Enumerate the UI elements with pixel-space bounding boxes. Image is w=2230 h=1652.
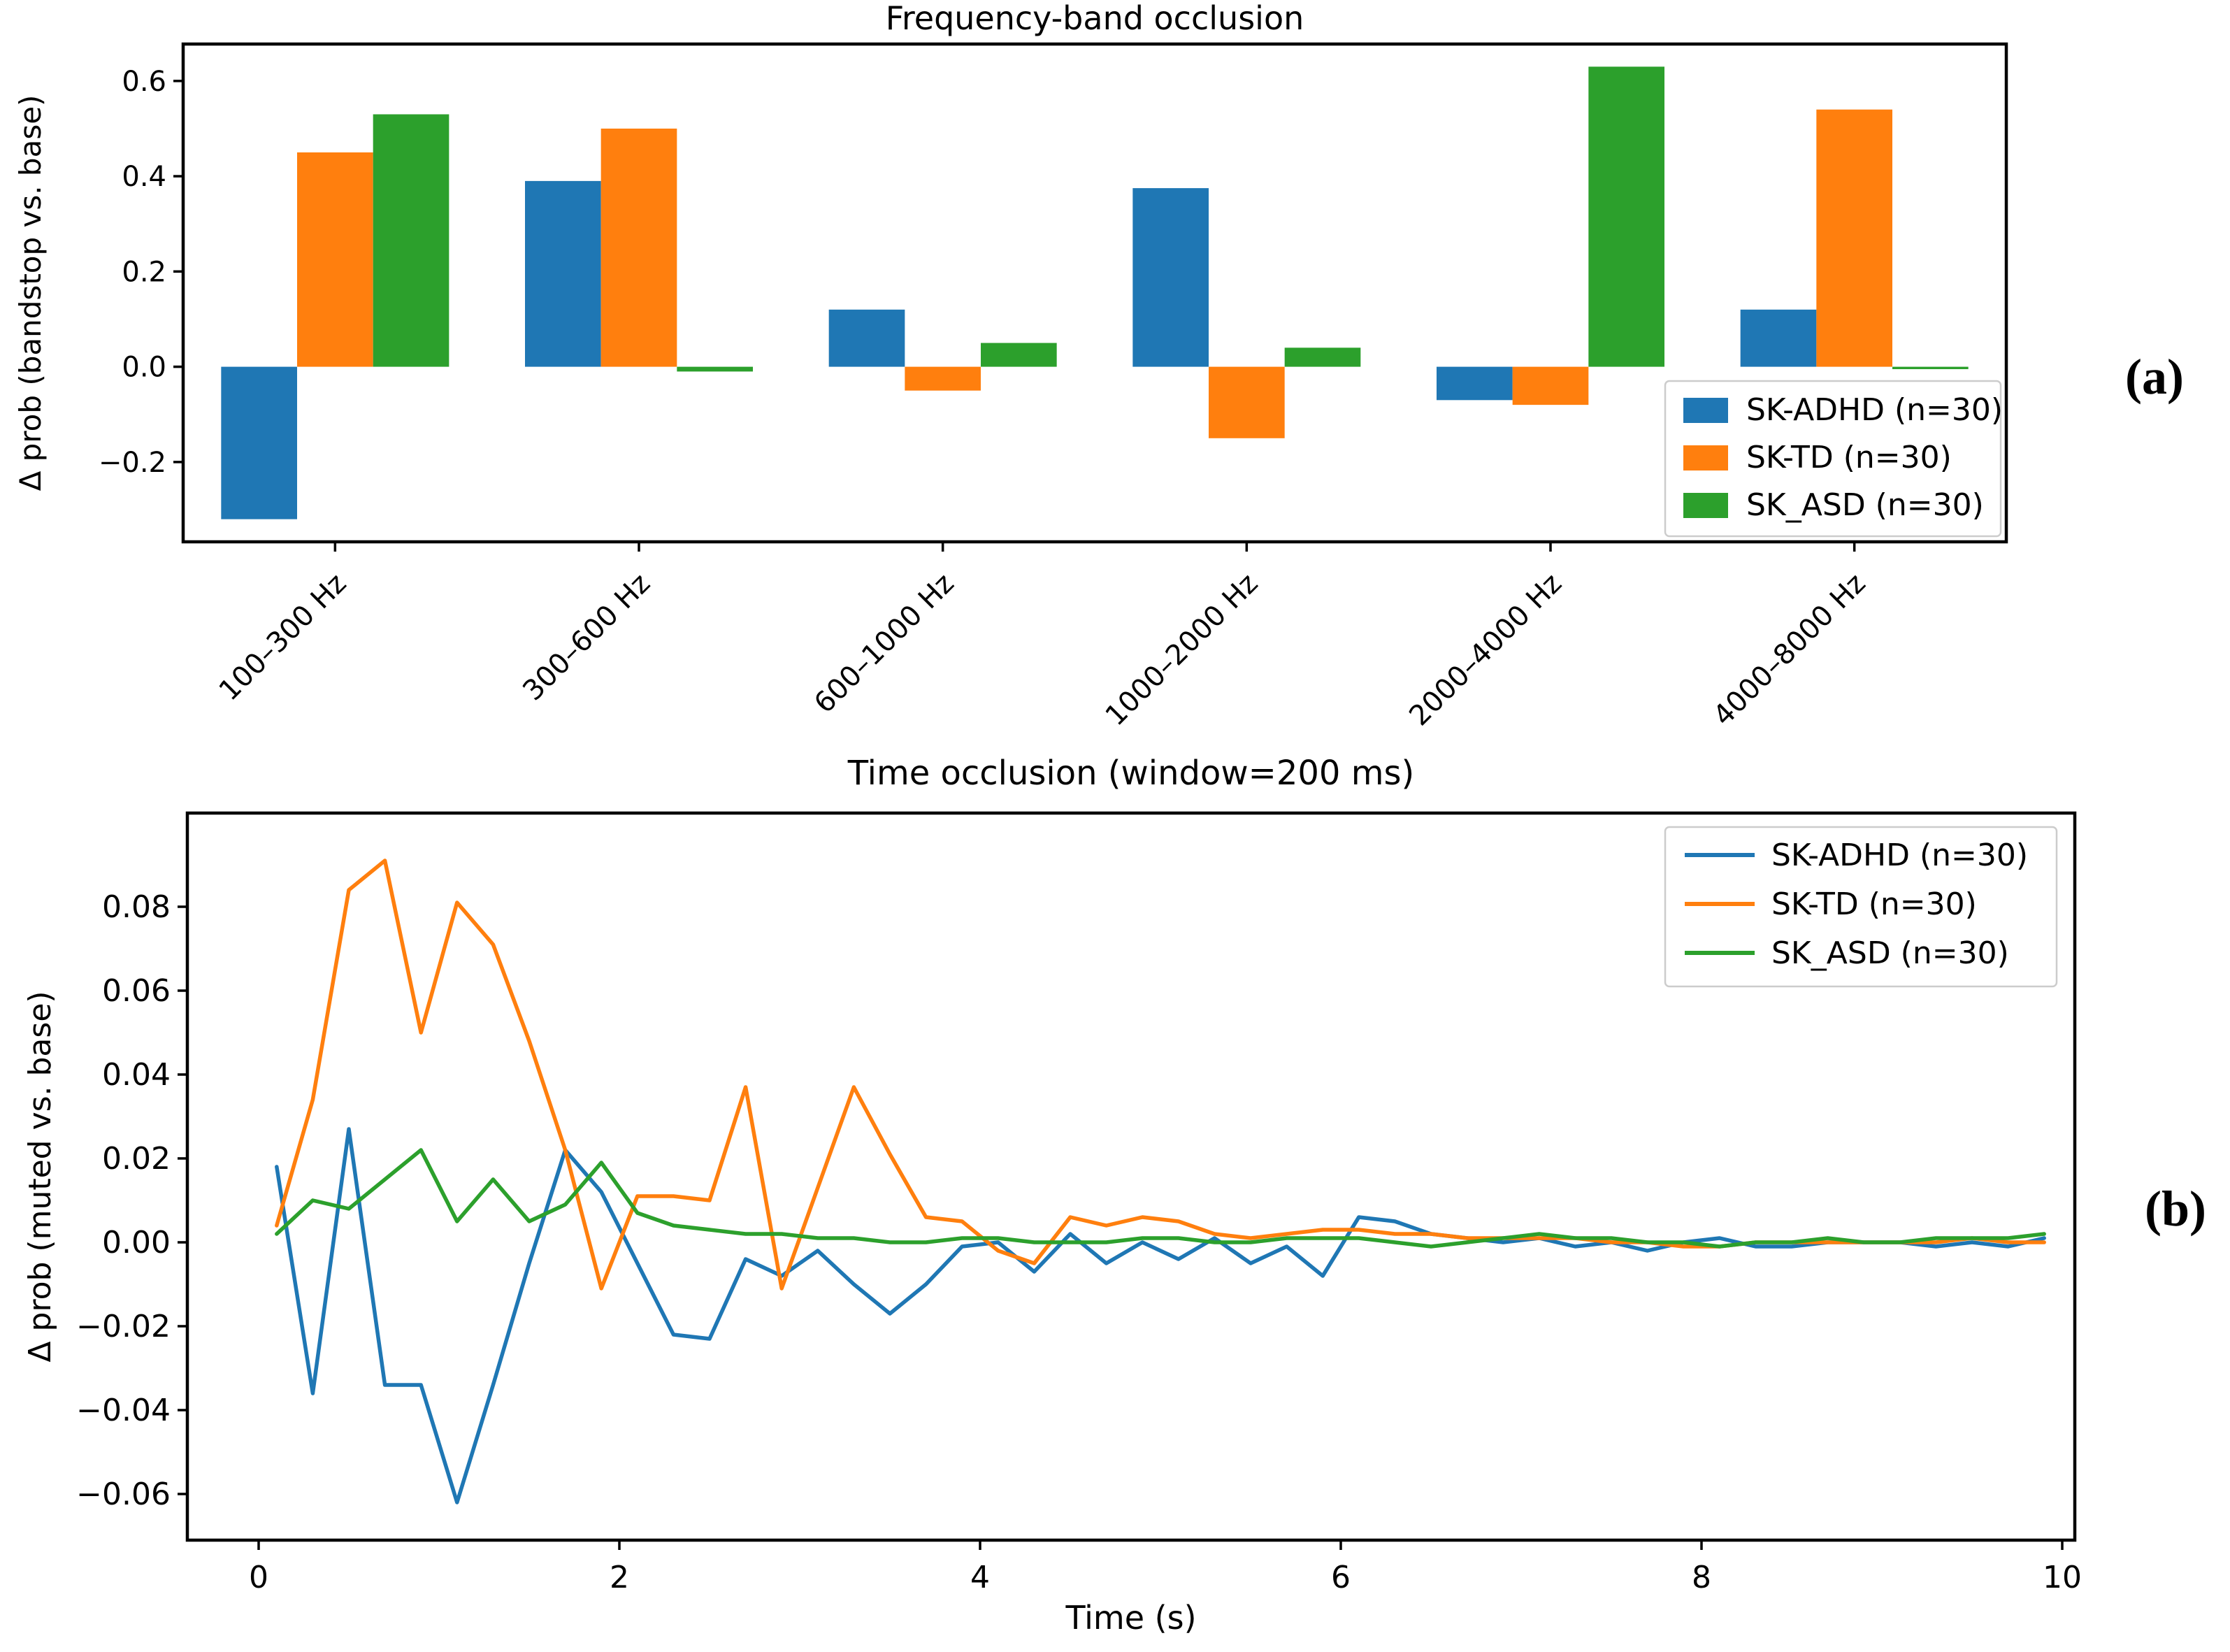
legend-box (1664, 380, 2002, 538)
x-tick-label: 300–600 Hz (517, 568, 656, 708)
legend-label: SK-ADHD (n=30) (1746, 392, 2003, 428)
bar-sk_asd-band-1 (677, 366, 753, 372)
bar-sk-td-band-2 (905, 366, 981, 391)
legend-swatch (1683, 445, 1728, 471)
bar-sk_asd-band-0 (373, 114, 449, 367)
bar-sk_asd-band-5 (1892, 366, 1969, 370)
y-tick-label: 0.2 (122, 256, 166, 288)
legend-label: SK-TD (n=30) (1771, 886, 1977, 922)
y-tick-label: 0.04 (102, 1057, 171, 1093)
y-tick-label: −0.2 (99, 447, 166, 479)
y-tick-label: −0.02 (76, 1309, 171, 1344)
line-sk-adhd (275, 1127, 2046, 1504)
time-occlusion-chart: Time occlusion (window=200 ms) Δ prob (mu… (22, 754, 2082, 1637)
axes-box (185, 811, 2077, 1542)
bar-sk_asd-band-3 (1284, 347, 1361, 367)
x-tick-label: 2000–4000 Hz (1403, 568, 1568, 733)
bar-sk-td-band-0 (297, 152, 373, 367)
chart-a-ylabel: Δ prob (bandstop vs. base) (13, 95, 48, 491)
x-tick-label: 100–300 Hz (213, 568, 353, 708)
panel-a-label: (a) (2125, 349, 2184, 405)
legend-label: SK-TD (n=30) (1746, 440, 1952, 475)
bar-sk-adhd-band-0 (221, 366, 297, 519)
y-tick-label: −0.06 (76, 1477, 171, 1512)
x-tick-label: 4000–8000 Hz (1707, 568, 1872, 733)
bar-sk-adhd-band-3 (1132, 188, 1209, 367)
y-tick-label: 0.08 (102, 889, 171, 925)
x-tick-label: 0 (249, 1560, 268, 1595)
x-tick-label: 8 (1692, 1560, 1711, 1595)
bar-sk_asd-band-4 (1588, 66, 1664, 367)
legend: SK-ADHD (n=30) SK-TD (n=30) SK_ASD (n=30) (1664, 380, 2003, 538)
chart-b-title: Time occlusion (window=200 ms) (847, 754, 1414, 793)
bar-sk-td-band-1 (600, 128, 677, 367)
y-tick-label: −0.04 (76, 1393, 171, 1428)
bar-sk-td-band-5 (1816, 109, 1892, 367)
bar-sk-adhd-band-1 (525, 180, 601, 367)
bar-sk_asd-band-2 (981, 343, 1057, 367)
bar-sk-adhd-band-4 (1437, 366, 1513, 401)
legend: SK-ADHD (n=30) SK-TD (n=30) SK_ASD (n=30) (1664, 826, 2058, 988)
x-tick-label: 4 (970, 1560, 990, 1595)
x-tick-label: 6 (1331, 1560, 1351, 1595)
y-tick-label: 0.4 (122, 161, 166, 193)
legend-box (1664, 826, 2058, 988)
y-tick-label: 0.00 (102, 1225, 171, 1260)
chart-b-xlabel: Time (s) (1065, 1599, 1196, 1637)
bar-sk-adhd-band-5 (1740, 309, 1817, 367)
x-tick-label: 1000–2000 Hz (1100, 568, 1265, 733)
line-sk_asd (275, 1148, 2046, 1249)
bar-sk-td-band-3 (1209, 366, 1285, 438)
x-tick-label: 10 (2043, 1560, 2082, 1595)
legend-swatch (1683, 398, 1728, 423)
chart-a-title: Frequency-band occlusion (886, 0, 1304, 37)
x-tick-label: 2 (610, 1560, 629, 1595)
axes-box (181, 42, 2008, 544)
y-tick-label: 0.6 (122, 66, 166, 98)
y-tick-label: 0.06 (102, 973, 171, 1009)
legend-swatch (1683, 493, 1728, 518)
y-tick-label: 0.02 (102, 1141, 171, 1177)
bar-sk-adhd-band-2 (828, 309, 905, 367)
panel-b-label: (b) (2145, 1181, 2206, 1237)
legend-label: SK_ASD (n=30) (1746, 487, 1984, 523)
bar-sk-td-band-4 (1512, 366, 1589, 405)
legend-label: SK-ADHD (n=30) (1771, 838, 2028, 873)
frequency-band-occlusion-chart: Frequency-band occlusion Δ prob (bandstop… (13, 0, 2008, 733)
chart-b-ylabel: Δ prob (muted vs. base) (22, 991, 58, 1362)
y-tick-label: 0.0 (122, 352, 166, 384)
x-tick-label: 600–1000 Hz (808, 568, 961, 720)
legend-label: SK_ASD (n=30) (1771, 935, 2009, 971)
